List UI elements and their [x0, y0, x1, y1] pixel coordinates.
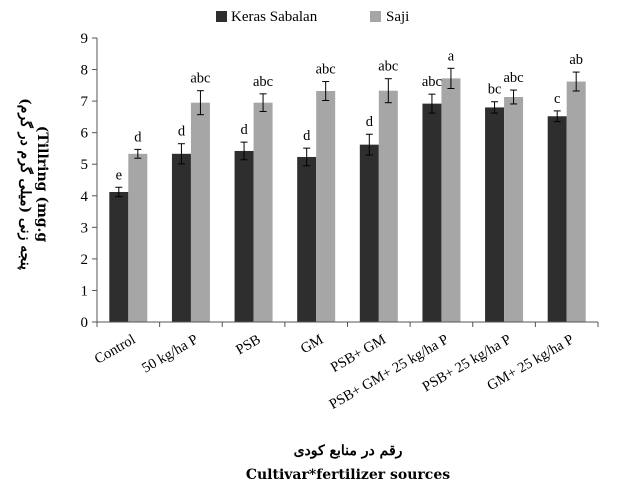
category-label-3: GM	[298, 332, 326, 358]
y-axis-label-english: (Tillring (mg.g	[34, 126, 50, 243]
bar-keras-sabalan-7	[547, 116, 567, 322]
x-axis-label-persian: رقم در منابع کودی	[294, 443, 403, 459]
y-tick-label-3: 3	[81, 220, 89, 236]
category-label-2: PSB	[233, 332, 263, 359]
bar-saji-5	[441, 78, 461, 322]
y-tick-label-7: 7	[81, 94, 89, 110]
significance-letter-keras-sabalan-6: bc	[488, 82, 502, 98]
y-tick-label-4: 4	[81, 189, 89, 205]
y-tick-label-0: 0	[81, 315, 89, 331]
bars	[109, 78, 586, 323]
bar-saji-7	[566, 81, 586, 323]
significance-letter-saji-4: abc	[378, 59, 398, 75]
significance-letter-saji-5: a	[448, 48, 455, 64]
category-label-0: Control	[92, 332, 138, 368]
legend-swatch-keras-sabalan	[216, 11, 227, 22]
y-tick-label-9: 9	[81, 31, 89, 47]
significance-letter-keras-sabalan-5: abc	[422, 74, 442, 90]
bar-keras-sabalan-5	[422, 103, 442, 322]
significance-letter-saji-2: abc	[253, 74, 273, 90]
legend: Keras Sabalan Saji	[216, 9, 409, 25]
y-tick-label-8: 8	[81, 63, 89, 79]
significance-letter-keras-sabalan-1: d	[178, 124, 186, 140]
category-label-1: 50 kg/ha P	[139, 332, 201, 377]
significance-letter-keras-sabalan-4: d	[366, 114, 374, 130]
bar-saji-3	[316, 91, 336, 322]
bar-keras-sabalan-6	[485, 107, 505, 322]
legend-label-saji: Saji	[386, 9, 409, 25]
y-axis-label-persian: پنجه زنی (میلی گرم در گرم)	[17, 98, 34, 270]
y-axis-ticks: 0 1 2 3 4 5 6 7 8 9	[81, 31, 97, 331]
bar-saji-4	[378, 90, 398, 322]
y-tick-label-6: 6	[81, 126, 89, 142]
x-axis-label-english: Cultivar*fertilizer sources	[246, 467, 450, 483]
significance-letter-keras-sabalan-0: e	[116, 167, 122, 183]
axes	[96, 38, 599, 327]
significance-letter-saji-3: abc	[316, 62, 336, 78]
bar-keras-sabalan-0	[109, 191, 129, 322]
significance-letter-keras-sabalan-3: d	[303, 128, 311, 144]
bar-keras-sabalan-1	[171, 153, 191, 322]
error-bars	[115, 67, 580, 198]
legend-swatch-saji	[370, 11, 381, 22]
legend-label-keras-sabalan: Keras Sabalan	[231, 9, 318, 25]
significance-letter-keras-sabalan-2: d	[240, 122, 248, 138]
y-tick-label-2: 2	[81, 252, 89, 268]
bar-saji-6	[504, 97, 524, 323]
bar-keras-sabalan-4	[359, 144, 379, 322]
significance-letter-keras-sabalan-7: c	[554, 91, 560, 107]
y-tick-label-5: 5	[81, 157, 89, 173]
bar-saji-0	[128, 153, 148, 322]
y-tick-label-1: 1	[81, 283, 89, 299]
category-label-5: PSB+ GM+ 25 kg/ha P	[327, 332, 452, 413]
significance-letter-saji-7: ab	[569, 52, 583, 68]
significance-letter-saji-0: d	[134, 129, 142, 145]
bar-keras-sabalan-2	[234, 150, 254, 322]
significance-letter-saji-6: abc	[504, 70, 524, 86]
bar-saji-2	[253, 102, 273, 322]
significance-letter-saji-1: abc	[190, 71, 210, 87]
bar-saji-1	[190, 102, 210, 322]
bar-keras-sabalan-3	[297, 156, 317, 322]
